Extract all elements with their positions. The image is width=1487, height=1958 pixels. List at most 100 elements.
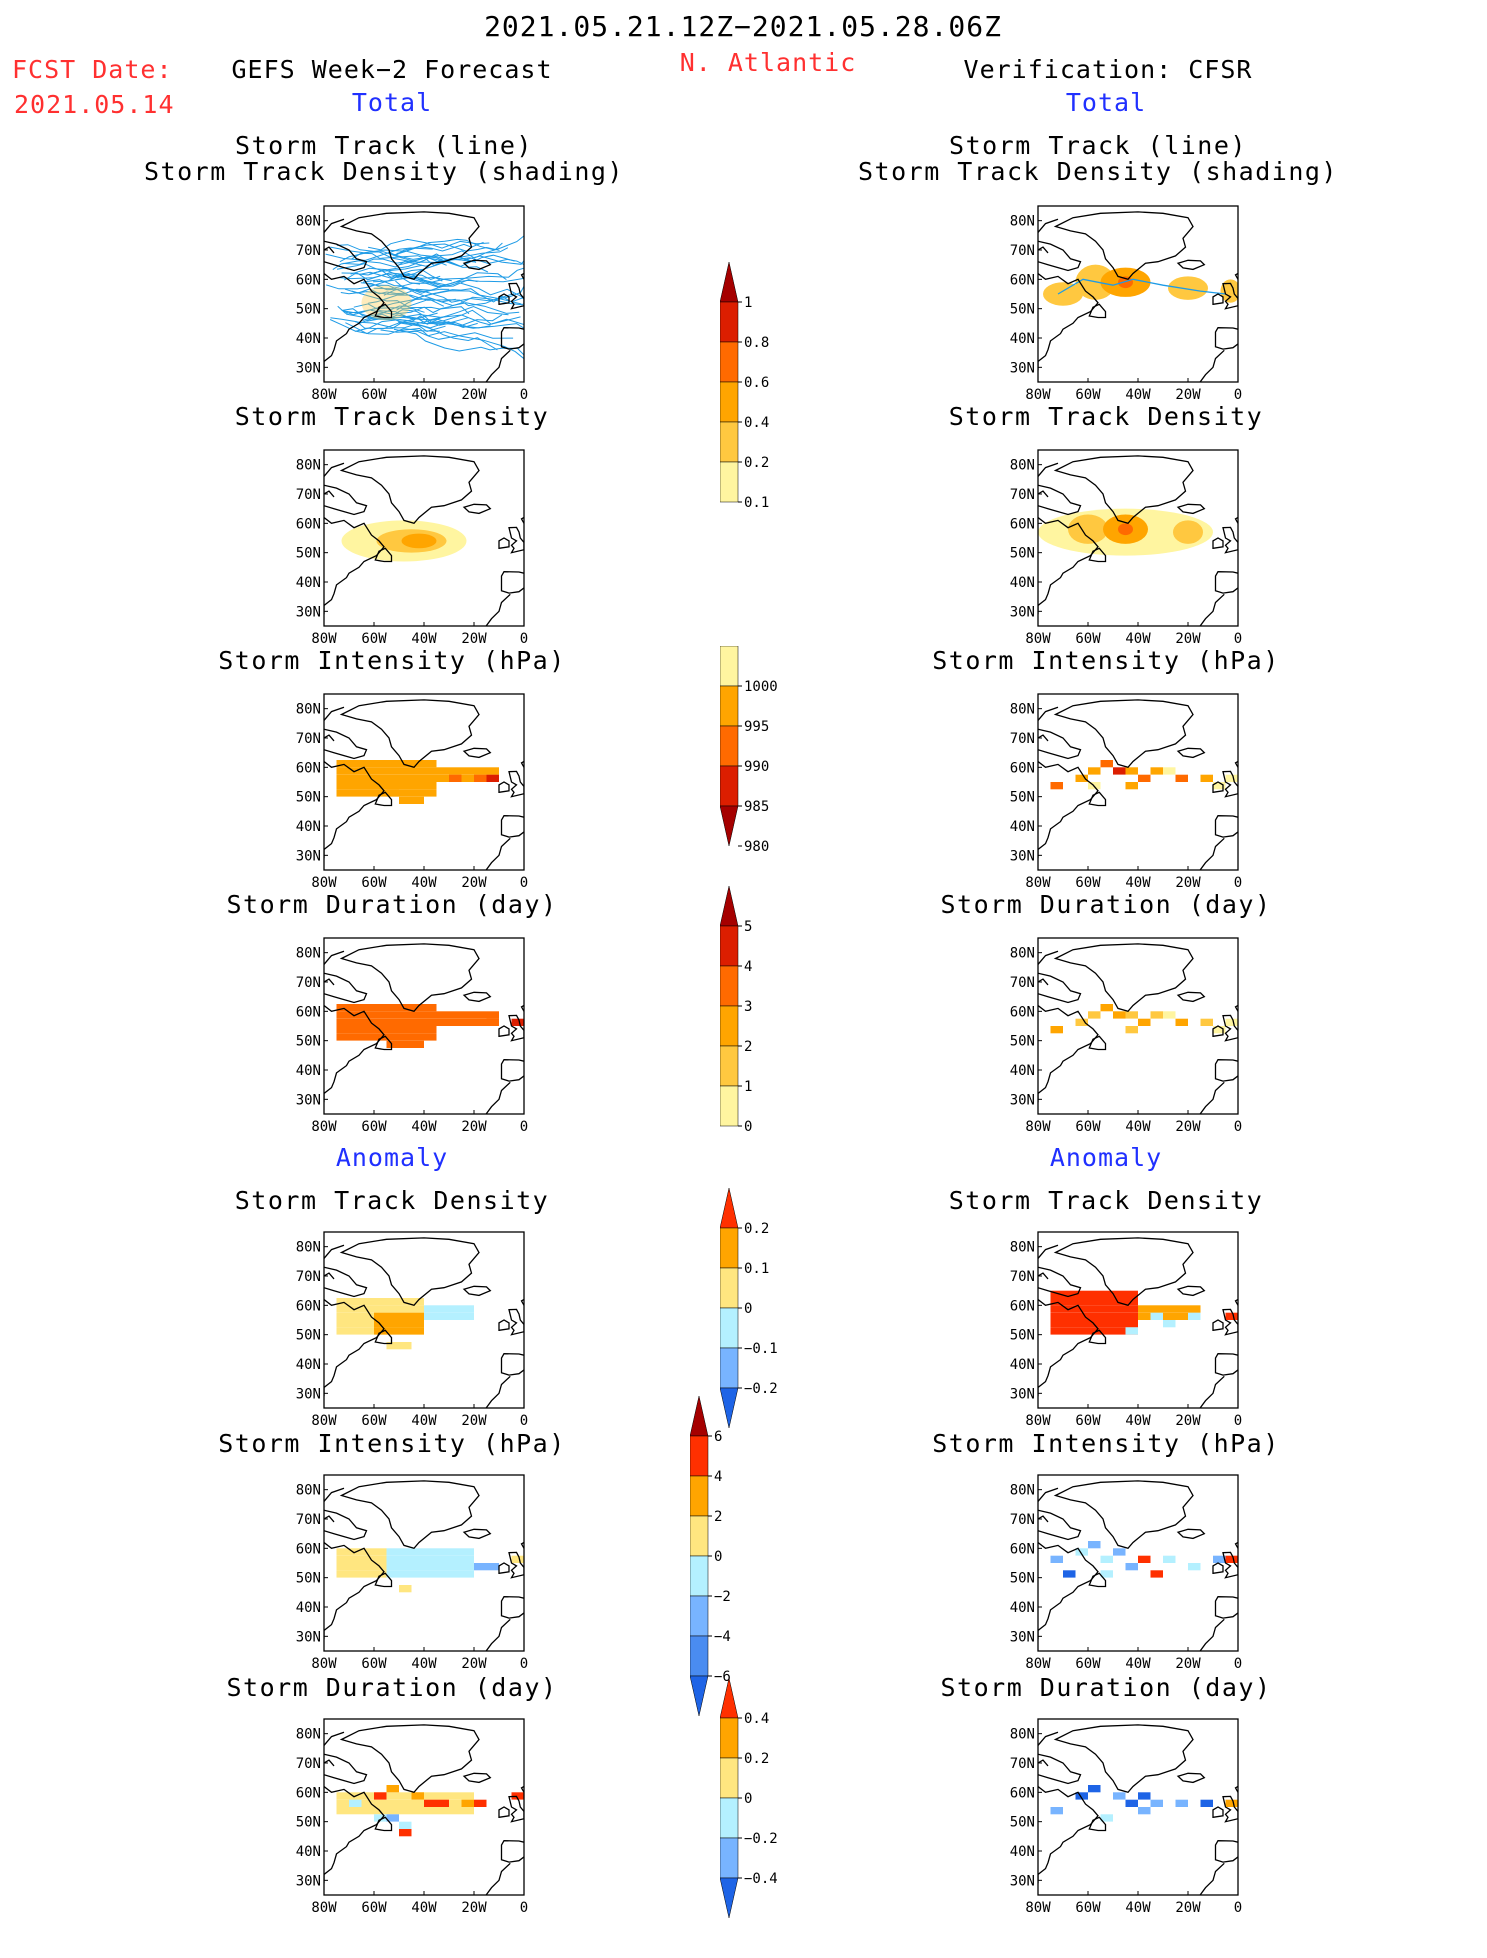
grid-cell (1125, 1290, 1138, 1298)
lat-tick-label: 80N (296, 214, 321, 230)
grid-cell (1100, 1320, 1113, 1328)
storm-track-line (330, 317, 446, 332)
grid-cell (361, 1026, 374, 1034)
grid-cell (1063, 1298, 1076, 1306)
grid-cell (411, 774, 424, 782)
grid-cell (1175, 1799, 1188, 1807)
grid-cell (424, 1799, 437, 1807)
lat-tick-label: 70N (1010, 1269, 1035, 1285)
grid-cell (349, 789, 362, 797)
iceland-outline (462, 991, 492, 1003)
ellesmere-coast (1038, 1244, 1059, 1259)
greenland-outline (339, 1724, 480, 1794)
lon-tick-label: 60W (361, 1656, 387, 1672)
grid-cell (411, 1555, 424, 1563)
grid-cell (399, 782, 412, 790)
colorbar-label: 0 (714, 1549, 722, 1565)
grid-cell (399, 1033, 412, 1041)
map-panel-duration-anom-right: 80N 70N 60N 50N 40N 30N 80W 60W 40W 20W 0 (1008, 1713, 1248, 1953)
grid-cell (374, 1033, 387, 1041)
lon-tick-label: 80W (311, 387, 337, 403)
grid-cell (1100, 1814, 1113, 1822)
lat-tick-label: 70N (1010, 1756, 1035, 1772)
lat-tick-label: 50N (1010, 302, 1035, 318)
colorbar-swatch (719, 1837, 739, 1879)
ireland-outline (498, 537, 510, 550)
lon-tick-label: 0 (520, 1119, 528, 1135)
colorbar-label: 1 (744, 1079, 752, 1095)
grid-cell (1225, 1799, 1238, 1807)
baffin-island-coast (1038, 1753, 1082, 1785)
lat-tick-label: 60N (1010, 516, 1035, 532)
grid-cell (361, 782, 374, 790)
grid-cell (1050, 1026, 1063, 1034)
map-content (324, 1232, 524, 1408)
colorbar-label: −0.2 (744, 1831, 778, 1847)
grid-cell (1088, 1541, 1101, 1549)
colorbar-arrow-top (719, 261, 739, 303)
storm-track-line (380, 329, 514, 340)
africa-coast (485, 1375, 511, 1408)
region-title: N. Atlantic (679, 48, 857, 77)
storm-track-line (345, 312, 438, 335)
panel-title-density-anom-left: Storm Track Density (234, 1186, 550, 1215)
africa-coast (1199, 1375, 1225, 1408)
colorbar-swatch (689, 1595, 709, 1637)
grid-cell (436, 1807, 449, 1815)
lat-tick-label: 80N (296, 702, 321, 718)
grid-cell (1088, 1305, 1101, 1313)
lon-tick-label: 20W (1175, 387, 1201, 403)
grid-cell (399, 1555, 412, 1563)
lat-tick-label: 30N (1010, 604, 1035, 620)
grid-cell (374, 1004, 387, 1012)
grid-cell (399, 1312, 412, 1320)
iberia-coast (1214, 1059, 1238, 1082)
colorbar-swatch (719, 341, 739, 383)
colorbar-swatch (689, 1515, 709, 1557)
colorbar-intensity-total: 1000 995 990 985 980 (719, 645, 810, 886)
panel-title-density-left: Storm Track Density (234, 402, 550, 431)
lon-tick-label: 0 (1234, 1656, 1242, 1672)
grid-cell (349, 1320, 362, 1328)
storm-track-line (339, 273, 421, 285)
grid-cell (1113, 1792, 1126, 1800)
grid-cell (336, 1312, 349, 1320)
ireland-outline (498, 1025, 510, 1038)
density-shading (1118, 523, 1133, 536)
grid-cell (1113, 1320, 1126, 1328)
grid-cell (449, 774, 462, 782)
grid-cell (374, 1792, 387, 1800)
grid-cell (424, 1011, 437, 1019)
lon-tick-label: 40W (1125, 387, 1151, 403)
grid-cell (1100, 1327, 1113, 1335)
grid-cell (399, 1026, 412, 1034)
grid-cell (1213, 1026, 1226, 1034)
grid-cell (1200, 1799, 1213, 1807)
fcst-date-value: 2021.05.14 (14, 90, 175, 119)
colorbar-label: 3 (744, 999, 752, 1015)
grid-cell (374, 1799, 387, 1807)
lat-tick-label: 40N (296, 819, 321, 835)
grid-cell (411, 1563, 424, 1571)
lon-tick-label: 40W (1125, 1119, 1151, 1135)
norway-coast (1234, 1298, 1238, 1306)
iberia-coast (1214, 1596, 1238, 1619)
iceland-outline (1176, 259, 1206, 271)
grid-cell (336, 1033, 349, 1041)
grid-cell (1050, 1312, 1063, 1320)
lon-tick-label: 0 (520, 1656, 528, 1672)
map-svg: 80N 70N 60N 50N 40N 30N 80W 60W 40W 20W 0 (1010, 1231, 1242, 1429)
lon-tick-label: 20W (1175, 1119, 1201, 1135)
colorbar-swatch (689, 1635, 709, 1677)
grid-cell (486, 1018, 499, 1026)
map-content (324, 206, 524, 382)
grid-cell (424, 1305, 437, 1313)
grid-cell (1175, 1018, 1188, 1026)
lon-tick-label: 40W (411, 1900, 437, 1916)
grid-cell (1050, 1327, 1063, 1335)
iberia-coast (1214, 571, 1238, 594)
lat-tick-label: 30N (1010, 1092, 1035, 1108)
grid-cell (336, 1548, 349, 1556)
ireland-outline (1212, 1319, 1224, 1332)
grid-cell (436, 1312, 449, 1320)
